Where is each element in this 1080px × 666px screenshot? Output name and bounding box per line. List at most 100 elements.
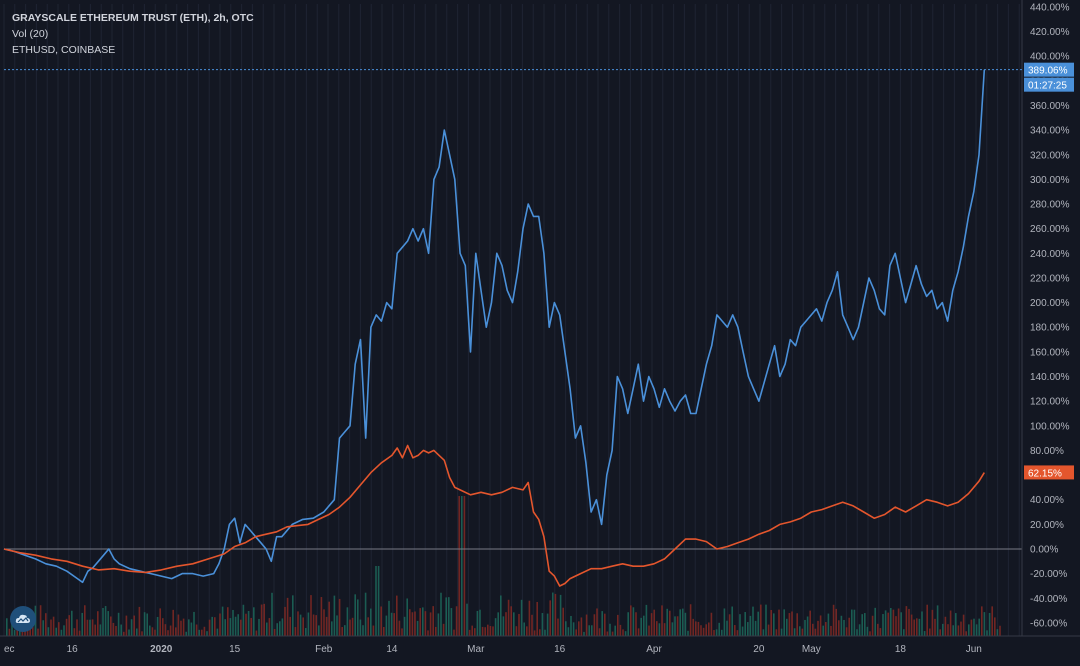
volume-bar bbox=[331, 621, 333, 636]
volume-bar bbox=[949, 610, 952, 636]
volume-bar bbox=[752, 606, 754, 636]
volume-bar bbox=[562, 607, 564, 636]
volume-bar bbox=[645, 604, 648, 636]
volume-bar bbox=[591, 625, 593, 636]
volume-bar bbox=[689, 604, 692, 636]
volume-bar bbox=[370, 608, 372, 636]
volume-bar bbox=[702, 627, 705, 636]
y-tick-label: 320.00% bbox=[1030, 150, 1070, 161]
volume-bar bbox=[206, 631, 208, 636]
volume-bar bbox=[429, 612, 432, 636]
volume-bar bbox=[437, 613, 440, 636]
y-tick-label: 280.00% bbox=[1030, 200, 1070, 211]
volume-bar bbox=[427, 630, 429, 636]
y-tick-label: 400.00% bbox=[1030, 52, 1070, 63]
volume-bar bbox=[593, 614, 596, 636]
volume-bar bbox=[749, 615, 752, 636]
symbol-title[interactable]: GRAYSCALE ETHEREUM TRUST (ETH), 2h, OTC bbox=[12, 12, 254, 24]
volume-bar bbox=[871, 615, 874, 636]
volume-bar bbox=[874, 607, 876, 636]
volume-bar bbox=[916, 618, 918, 636]
volume-bar bbox=[341, 627, 343, 636]
volume-bar bbox=[606, 631, 609, 636]
volume-bar bbox=[799, 626, 801, 636]
volume-bar bbox=[767, 624, 770, 636]
y-tick-label: 40.00% bbox=[1030, 495, 1064, 506]
volume-indicator-label[interactable]: Vol (20) bbox=[12, 28, 49, 40]
volume-bar bbox=[380, 606, 382, 636]
price-axis[interactable]: 440.00%420.00%400.00%380.00%360.00%340.0… bbox=[1021, 0, 1070, 636]
volume-bar bbox=[510, 606, 512, 636]
volume-bar bbox=[765, 604, 767, 636]
volume-bar bbox=[585, 614, 588, 636]
x-tick-label: 16 bbox=[554, 644, 566, 655]
volume-bar bbox=[788, 613, 791, 636]
volume-bar bbox=[596, 608, 598, 636]
x-tick-label: 18 bbox=[895, 644, 907, 655]
volume-bar bbox=[453, 629, 455, 636]
volume-bar bbox=[396, 595, 398, 636]
volume-bar bbox=[910, 614, 913, 636]
volume-bar bbox=[388, 600, 390, 636]
volume-bar bbox=[887, 612, 889, 636]
volume-bar bbox=[981, 606, 983, 636]
volume-bar bbox=[780, 628, 783, 636]
series-line-ethusd[interactable] bbox=[3, 444, 985, 587]
volume-bar bbox=[614, 625, 616, 636]
volume-bar bbox=[180, 620, 182, 636]
volume-bar bbox=[572, 622, 575, 636]
volume-bar bbox=[708, 622, 710, 636]
volume-bar bbox=[853, 609, 856, 636]
volume-bar bbox=[687, 630, 689, 636]
volume-bar bbox=[897, 608, 900, 636]
time-axis[interactable]: ec 16 2020 15 Feb 14 Mar 16 Apr 20 May 18 Jun bbox=[0, 635, 1080, 655]
volume-bar bbox=[117, 612, 120, 636]
volume-bar bbox=[229, 618, 232, 636]
compare-symbol-label[interactable]: ETHUSD, COINBASE bbox=[12, 44, 116, 56]
volume-bar bbox=[549, 600, 551, 636]
volume-bar bbox=[546, 613, 549, 636]
volume-bar bbox=[793, 628, 796, 636]
volume-bar bbox=[123, 631, 125, 636]
volume-bar bbox=[604, 613, 606, 636]
volume-bar bbox=[754, 620, 757, 636]
volume-bar bbox=[567, 627, 570, 636]
volume-bar bbox=[476, 610, 479, 636]
volume-bar bbox=[965, 631, 967, 636]
volume-bar bbox=[848, 617, 850, 636]
volume-bar bbox=[45, 613, 47, 636]
x-tick-label: 15 bbox=[229, 644, 241, 655]
volume-bar bbox=[50, 619, 52, 636]
volume-bar bbox=[307, 612, 310, 636]
volume-bar bbox=[208, 619, 211, 636]
volume-bar bbox=[305, 628, 307, 636]
volume-bar bbox=[81, 612, 83, 636]
volume-bar bbox=[346, 607, 349, 636]
volume-bar bbox=[294, 627, 297, 636]
y-tick-label: 340.00% bbox=[1030, 126, 1070, 137]
x-tick-label: 16 bbox=[67, 644, 79, 655]
volume-bar bbox=[214, 617, 216, 636]
volume-bar bbox=[141, 631, 143, 636]
volume-bar bbox=[312, 614, 315, 636]
volume-bar bbox=[8, 628, 11, 636]
y-tick-label: 20.00% bbox=[1030, 520, 1064, 531]
y-tick-label: 160.00% bbox=[1030, 347, 1070, 358]
series-line-ethe[interactable] bbox=[3, 69, 986, 584]
volume-bar bbox=[143, 612, 146, 636]
volume-bar bbox=[479, 609, 481, 636]
volume-bar bbox=[843, 619, 845, 636]
volume-bar bbox=[84, 605, 86, 636]
volume-bar bbox=[674, 616, 676, 636]
cloud-icon[interactable] bbox=[10, 606, 36, 632]
volume-bar bbox=[167, 630, 169, 636]
volume-bar bbox=[926, 604, 928, 636]
volume-bar bbox=[531, 614, 533, 636]
volume-bar bbox=[224, 619, 226, 636]
y-tick-label: 80.00% bbox=[1030, 446, 1064, 457]
last-value-labels: 389.06% 01:27:25 62.15% bbox=[4, 62, 1074, 480]
volume-bar bbox=[159, 608, 161, 636]
volume-bar bbox=[684, 612, 687, 636]
